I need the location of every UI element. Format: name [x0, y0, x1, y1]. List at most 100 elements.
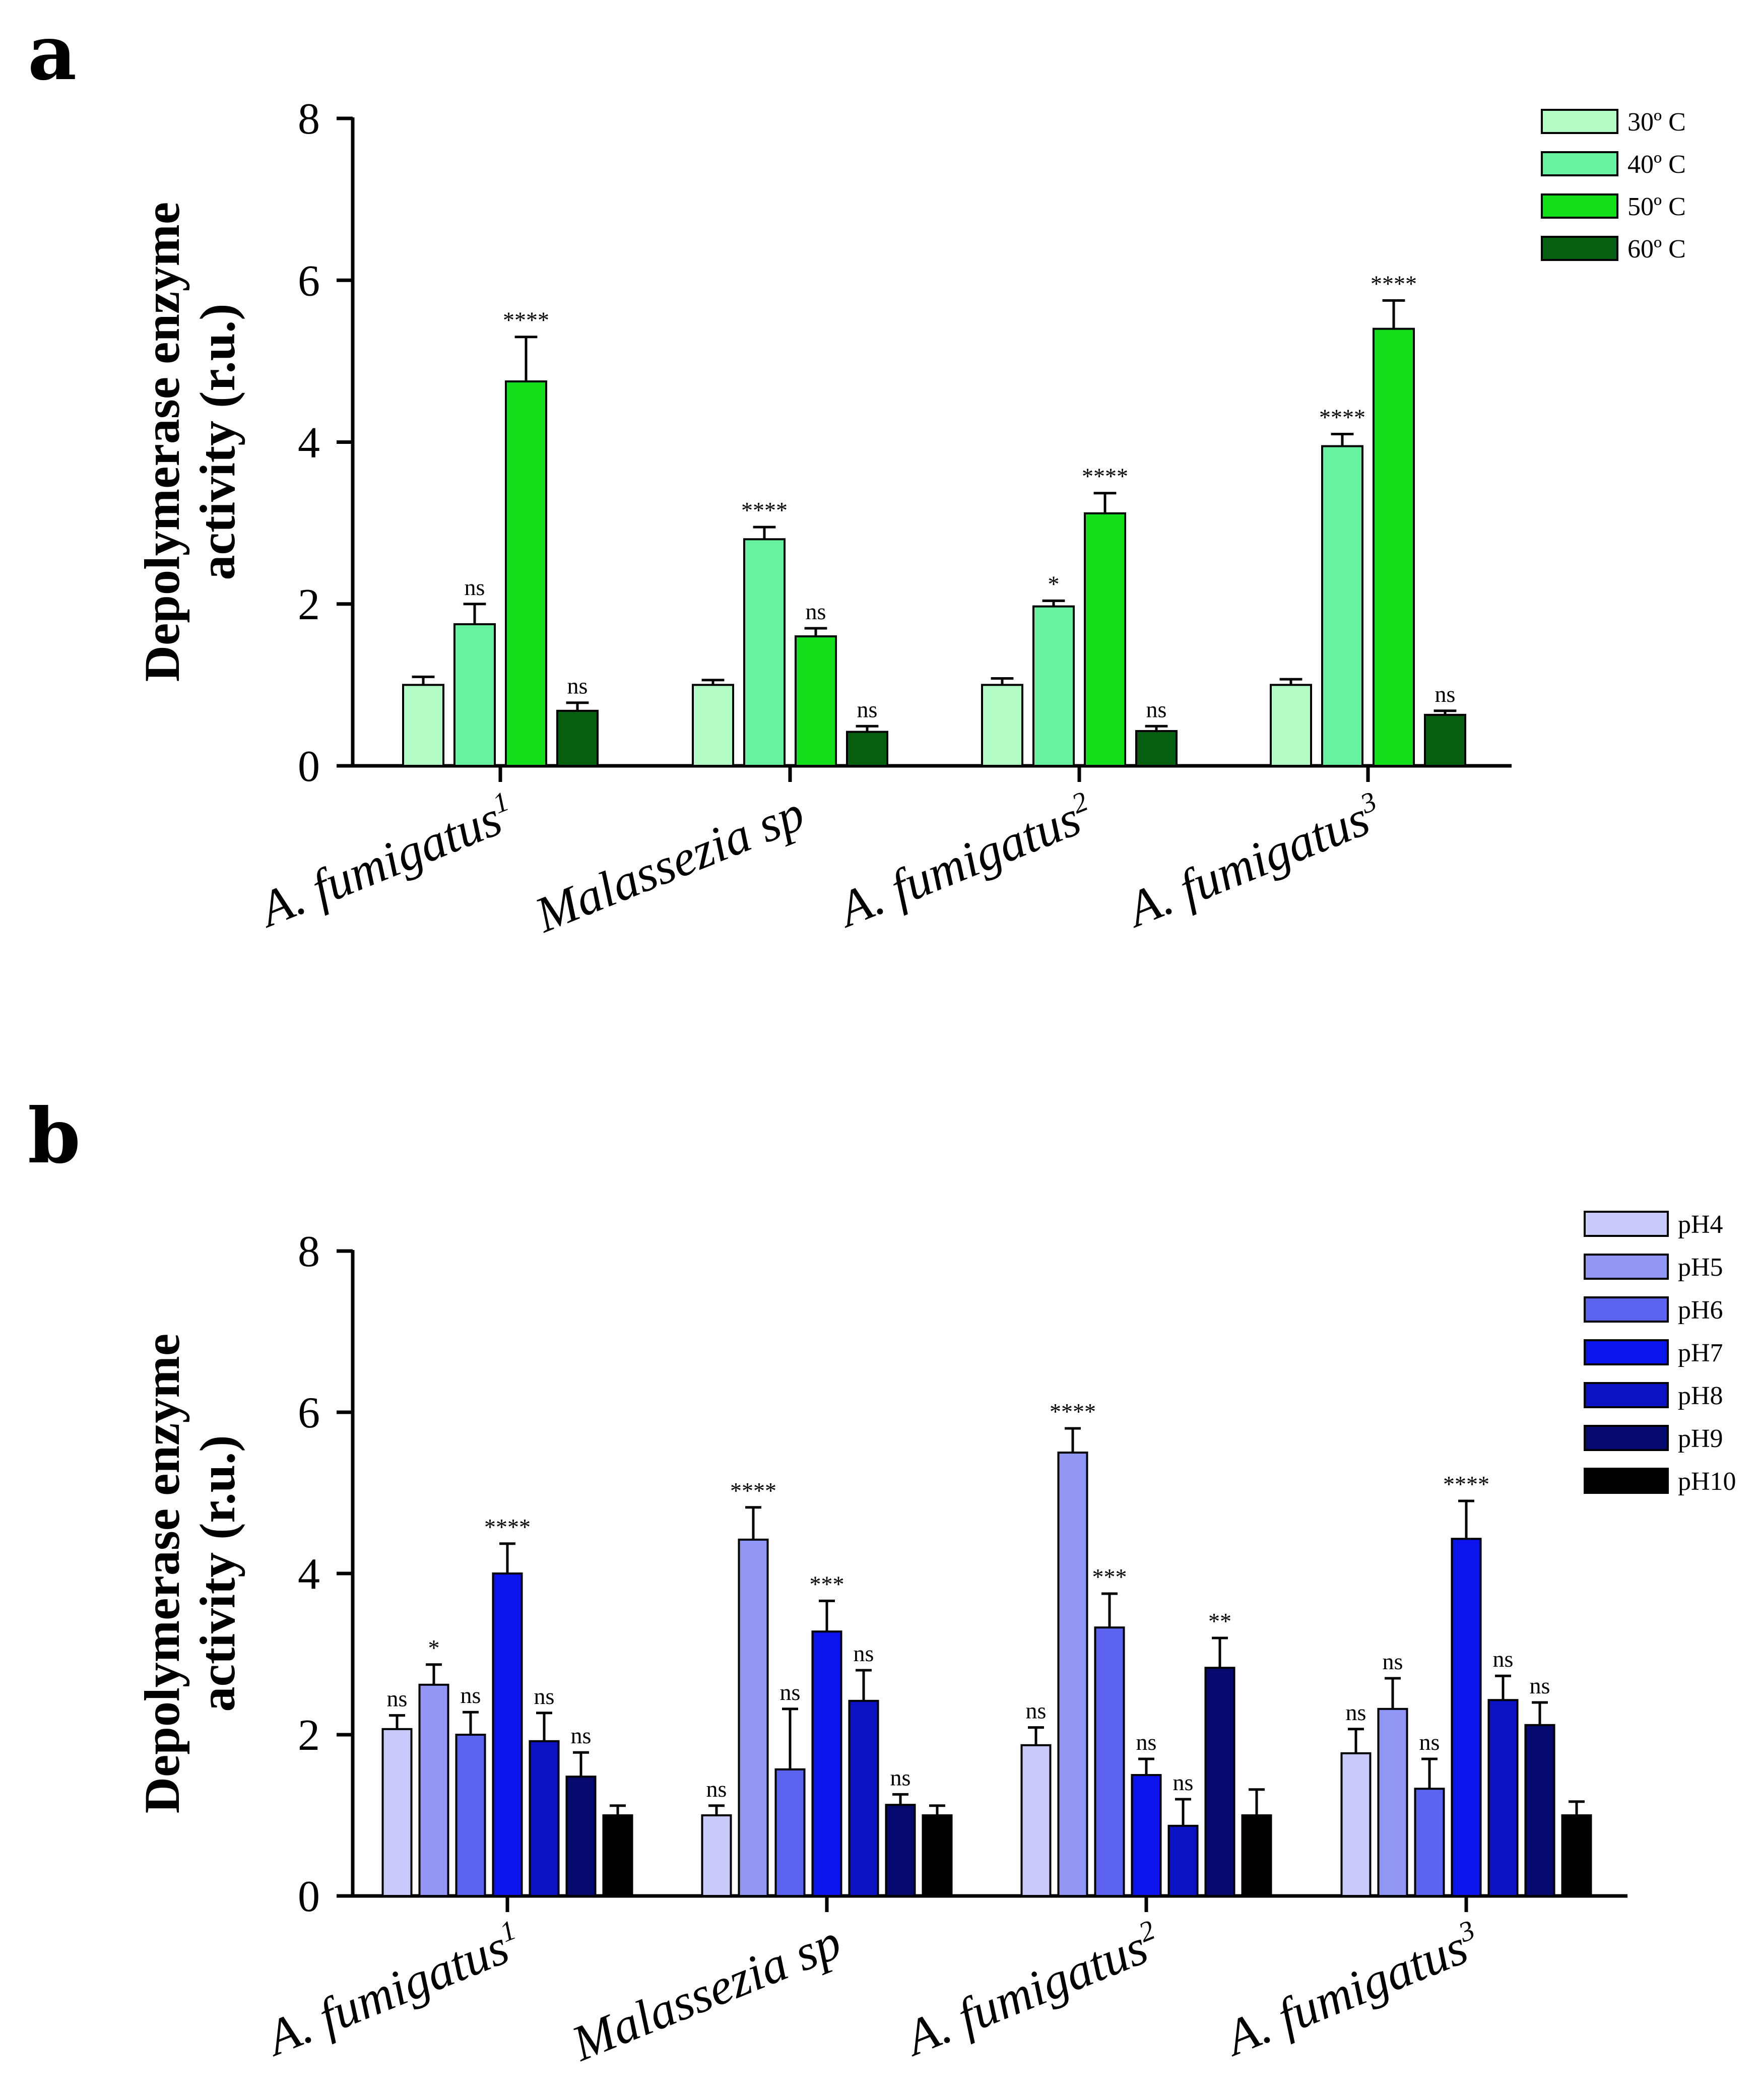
significance-label: ****	[1319, 404, 1365, 430]
bar	[1451, 1538, 1482, 1897]
bar	[1084, 512, 1126, 767]
significance-label: ****	[1082, 464, 1128, 489]
y-axis-label-line2: activity (r.u.)	[189, 304, 245, 580]
legend-label: pH7	[1678, 1339, 1723, 1367]
chart-panel-b: Depolymerase enzyme activity (r.u.) 0 2 4 6 8 A…	[134, 1210, 1736, 2072]
significance-label: ****	[484, 1514, 531, 1540]
legend-label: pH10	[1678, 1467, 1736, 1496]
significance-label: ****	[1371, 271, 1417, 296]
significance-label: ns	[1530, 1673, 1550, 1698]
bar	[743, 538, 786, 767]
bar	[1340, 1752, 1372, 1897]
bar	[455, 1734, 486, 1897]
legend-label: 40º C	[1627, 150, 1686, 179]
bar	[846, 731, 888, 767]
significance-label: ****	[1050, 1399, 1096, 1424]
significance-label: ns	[890, 1764, 911, 1790]
significance-label: *	[428, 1635, 440, 1661]
bar	[1321, 445, 1363, 767]
x-tick-label: A. fumigatus1	[256, 1913, 529, 2067]
bar	[981, 684, 1023, 767]
bar	[1241, 1814, 1272, 1897]
legend-swatch	[1584, 1425, 1669, 1451]
significance-label: ****	[730, 1478, 776, 1503]
legend-label: pH4	[1678, 1210, 1723, 1239]
legend-label: pH9	[1678, 1424, 1723, 1453]
bar	[692, 684, 734, 767]
x-tick-label-superscript: 3	[1356, 785, 1381, 820]
chart-panel-a: Depolymerase enzyme activity (r.u.) 0 2 4 6 8 A…	[134, 95, 1686, 943]
bar	[505, 380, 547, 767]
y-axis-label-line1: Depolymerase enzyme	[134, 202, 190, 682]
significance-label: ns	[1346, 1699, 1366, 1725]
legend-swatch	[1584, 1382, 1669, 1408]
bar	[1270, 684, 1312, 767]
significance-label: ns	[571, 1723, 592, 1748]
bar	[418, 1683, 449, 1897]
legend-swatch	[1541, 109, 1618, 134]
bar	[1424, 713, 1466, 767]
bar	[885, 1804, 916, 1897]
bar	[1561, 1814, 1592, 1897]
significance-label: ns	[1136, 1729, 1157, 1755]
legend-label: 60º C	[1627, 235, 1686, 264]
y-tick-label: 6	[298, 256, 320, 305]
y-axis-label-line1: Depolymerase enzyme	[134, 1334, 190, 1813]
legend-swatch	[1584, 1296, 1669, 1323]
significance-label: ****	[1443, 1471, 1489, 1497]
y-tick-label: 2	[298, 580, 320, 629]
bar	[492, 1572, 523, 1897]
legend: pH4 pH5 pH6 pH7 pH8 pH9 pH10	[1584, 1210, 1736, 1496]
legend-label: 30º C	[1627, 108, 1686, 137]
y-tick-label: 8	[298, 1227, 320, 1276]
x-tick-label: Malassezia sp	[563, 1913, 849, 2072]
bar	[1135, 730, 1178, 767]
bar	[602, 1814, 633, 1897]
significance-label: ns	[1419, 1729, 1440, 1755]
significance-label: ns	[387, 1686, 408, 1712]
y-axis-label-line2: activity (r.u.)	[189, 1435, 245, 1712]
bar	[1020, 1744, 1052, 1897]
significance-label: ns	[1026, 1698, 1047, 1724]
legend-swatch	[1541, 193, 1618, 219]
bar	[1057, 1452, 1088, 1897]
significance-label: ***	[810, 1571, 844, 1597]
significance-label: ***	[1092, 1564, 1127, 1590]
y-tick-label: 4	[298, 1550, 320, 1599]
bar	[774, 1768, 806, 1897]
x-tick-label-superscript: 2	[1134, 1914, 1159, 1948]
significance-label: *	[1048, 571, 1060, 597]
bar	[738, 1538, 769, 1897]
x-tick-label: A. fumigatus2	[828, 784, 1101, 938]
bar	[848, 1699, 879, 1897]
significance-label: ns	[567, 673, 588, 699]
x-tick-label: A. fumigatus3	[1215, 1913, 1488, 2067]
bar	[402, 684, 444, 767]
panel-letter-a: a	[28, 9, 77, 97]
significance-label: ns	[465, 574, 485, 600]
x-tick-label: A. fumigatus1	[249, 784, 522, 938]
bar	[1377, 1708, 1408, 1897]
legend-swatch	[1584, 1211, 1669, 1237]
legend-swatch	[1584, 1468, 1669, 1494]
bar	[381, 1728, 413, 1897]
bar	[922, 1814, 953, 1897]
significance-label: ns	[780, 1679, 801, 1705]
significance-label: ns	[461, 1682, 481, 1708]
x-tick-label-superscript: 2	[1067, 785, 1092, 820]
bar	[556, 709, 599, 767]
legend-swatch	[1584, 1339, 1669, 1365]
bar	[1131, 1774, 1162, 1897]
legend: 30º C 40º C 50º C 60º C	[1541, 108, 1686, 264]
significance-label: ns	[854, 1640, 874, 1666]
significance-label: ns	[857, 696, 878, 722]
bar	[1204, 1667, 1235, 1897]
bar	[701, 1814, 732, 1897]
x-tick-label-superscript: 3	[1454, 1914, 1479, 1948]
x-tick-label-superscript: 1	[495, 1914, 520, 1948]
significance-label: ns	[1435, 681, 1456, 707]
y-tick-label: 0	[298, 742, 320, 791]
significance-label: ns	[706, 1776, 727, 1802]
x-tick-label: A. fumigatus3	[1117, 784, 1390, 938]
